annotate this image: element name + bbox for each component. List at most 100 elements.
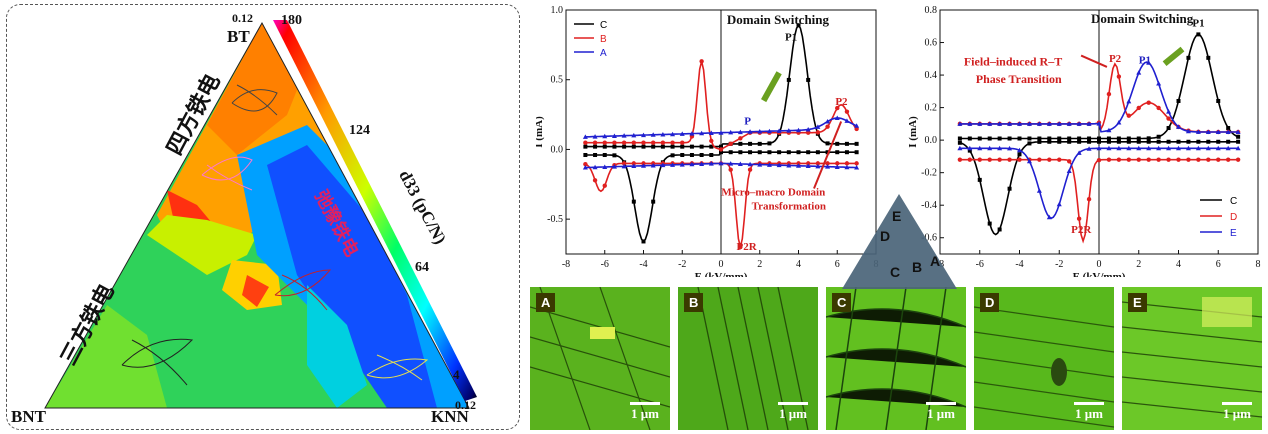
marker-C (806, 150, 811, 155)
marker-A (631, 132, 637, 138)
marker-E (1046, 121, 1052, 126)
scale-label: 1 μm (927, 406, 955, 421)
marker-C (1077, 136, 1082, 141)
marker-D (1057, 157, 1062, 162)
marker-A (679, 131, 685, 136)
y-tick-label: 1.0 (551, 5, 564, 16)
micrograph-d: D 1 μm (974, 287, 1114, 430)
marker-C (825, 141, 830, 146)
legend-label-A: A (600, 48, 607, 59)
marker-C (1037, 136, 1042, 141)
micrograph-a: A 1 μm (530, 287, 670, 430)
marker-E (1225, 129, 1231, 134)
marker-C (815, 150, 820, 155)
x-tick-label: 6 (835, 259, 840, 270)
marker-C (1236, 134, 1241, 139)
marker-C (680, 144, 685, 149)
marker-C (1067, 136, 1072, 141)
marker-C (1126, 139, 1131, 144)
annotation-field-induced: Field–induced R–T (964, 54, 1062, 68)
micrograph-tag: E (1128, 293, 1147, 312)
x-tick-label: -4 (1015, 259, 1023, 270)
y-tick-label: 0.8 (925, 5, 938, 16)
marker-B (650, 140, 656, 145)
marker-A (699, 130, 705, 136)
annotation-domain-switching: Domain Switching (727, 12, 830, 27)
scale-bar: 1 μm (926, 402, 956, 422)
marker-B (805, 161, 811, 166)
marker-B (583, 161, 588, 167)
marker-A (670, 162, 676, 167)
scale-label: 1 μm (631, 406, 659, 421)
colorbar (273, 20, 477, 401)
chart-1-svg: -8-6-4-2024681.00.50.0-0.5E (kV/mm)I (mA… (533, 5, 879, 283)
marker-C (631, 199, 636, 204)
marker-C (1037, 139, 1042, 144)
annotation-p2r: P2R (1071, 224, 1092, 236)
marker-E (1086, 121, 1092, 126)
marker-D (1047, 157, 1052, 162)
mini-label-a: A (930, 253, 940, 269)
marker-C (602, 153, 607, 158)
scale-bar: 1 μm (1222, 402, 1252, 422)
marker-A (718, 130, 724, 135)
marker-A (737, 161, 743, 166)
colorbar-mid-value: 124 (349, 123, 370, 138)
marker-B (728, 141, 733, 147)
marker-C (1017, 152, 1022, 157)
marker-C (641, 144, 646, 149)
marker-D (1126, 113, 1132, 118)
scale-label: 1 μm (1075, 406, 1103, 421)
marker-C (719, 144, 723, 149)
marker-C (641, 239, 646, 244)
marker-D (1156, 157, 1161, 162)
marker-D (1116, 74, 1122, 79)
marker-C (1216, 139, 1221, 144)
annotation-p2: P2 (1109, 53, 1122, 65)
marker-A (641, 163, 646, 168)
mini-label-e: E (892, 208, 901, 224)
marker-C (1136, 136, 1141, 141)
marker-C (583, 153, 588, 158)
marker-C (709, 144, 714, 149)
marker-A (786, 162, 792, 168)
marker-C (748, 150, 753, 155)
marker-C (670, 153, 675, 158)
marker-C (997, 136, 1002, 141)
marker-A (621, 133, 627, 138)
marker-C (977, 177, 982, 182)
marker-C (835, 141, 840, 146)
marker-C (1007, 186, 1012, 191)
marker-C (738, 150, 743, 155)
arrow-green (761, 71, 782, 103)
marker-C (593, 144, 598, 149)
marker-E (1136, 70, 1142, 75)
marker-A (766, 162, 772, 167)
annotation-p2: P2 (835, 96, 848, 108)
marker-B (709, 138, 714, 144)
ternary-phase-diagram: 0.12 180 BT 124 64 4 0.12 BNT KNN 四方铁电 三… (6, 4, 520, 430)
marker-C (1057, 136, 1062, 141)
marker-C (612, 144, 617, 149)
marker-D (1186, 157, 1191, 162)
marker-D (977, 157, 982, 162)
y-axis-label: I (mA) (536, 116, 545, 148)
marker-E (1176, 145, 1181, 151)
mini-label-d: D (880, 228, 890, 244)
marker-B (825, 124, 830, 129)
current-field-chart-2: -8-6-4-2024680.80.60.40.20.0-0.2-0.4-0.6… (898, 2, 1268, 283)
marker-B (738, 136, 743, 141)
chart-2-svg: -8-6-4-2024680.80.60.40.20.0-0.2-0.4-0.6… (907, 5, 1261, 283)
scale-bar: 1 μm (1074, 402, 1104, 422)
marker-B (621, 140, 627, 145)
marker-A (592, 164, 598, 170)
hysteresis-loops (121, 84, 429, 386)
arrow-red (1080, 54, 1108, 68)
marker-A (679, 162, 685, 167)
marker-A (582, 134, 588, 139)
marker-A (825, 164, 831, 169)
marker-C (602, 144, 607, 149)
marker-B (747, 167, 753, 172)
marker-B (602, 140, 607, 145)
marker-C (854, 150, 859, 155)
